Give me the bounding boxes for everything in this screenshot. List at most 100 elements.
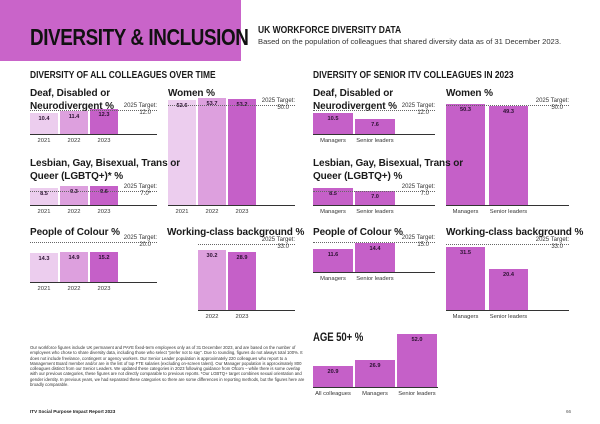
category-label: Senior leaders bbox=[489, 314, 528, 320]
chart-title: AGE 50+ % bbox=[313, 330, 364, 344]
category-label: Managers bbox=[320, 209, 346, 215]
baseline bbox=[198, 310, 295, 312]
category-label: 2023 bbox=[235, 209, 249, 215]
target-line bbox=[313, 242, 435, 243]
target-value: 50.0 bbox=[551, 105, 563, 111]
bar bbox=[313, 365, 353, 387]
chart-title: Working-class background % bbox=[446, 227, 584, 238]
subtitle-heading: UK WORKFORCE DIVERSITY DATA bbox=[258, 25, 402, 36]
baseline bbox=[30, 282, 157, 284]
category-label: Senior leaders bbox=[356, 209, 394, 215]
bar-value-label: 28.9 bbox=[236, 255, 248, 262]
bar-value-label: 15.2 bbox=[98, 254, 110, 261]
subtitle-text: Based on the population of colleagues th… bbox=[258, 37, 562, 46]
target-line bbox=[446, 244, 569, 245]
bar bbox=[198, 249, 226, 310]
target-label: 2025 Target: bbox=[535, 98, 569, 104]
bar bbox=[30, 113, 58, 134]
category-label: 2023 bbox=[97, 138, 111, 144]
bar-value-label: 12.3 bbox=[98, 112, 110, 119]
bar bbox=[355, 191, 395, 205]
bar bbox=[397, 333, 437, 387]
target-line bbox=[198, 244, 295, 245]
category-label: All colleagues bbox=[315, 391, 351, 397]
category-label: 2021 bbox=[175, 209, 189, 215]
bar-value-label: 8.5 bbox=[40, 191, 48, 197]
bar-value-label: 20.9 bbox=[327, 368, 339, 375]
baseline bbox=[313, 134, 435, 136]
category-label: 2022 bbox=[205, 314, 219, 320]
bar-value-label: 50.3 bbox=[460, 107, 471, 114]
bar bbox=[355, 359, 395, 387]
bar bbox=[446, 104, 485, 205]
category-label: Managers bbox=[362, 391, 388, 397]
category-label: 2021 bbox=[37, 138, 51, 144]
bar-value-label: 7.6 bbox=[371, 121, 379, 128]
target-line bbox=[446, 105, 569, 106]
chart-title: Working-class background % bbox=[167, 227, 305, 238]
bar-value-label: 20.4 bbox=[503, 272, 514, 279]
category-label: 2021 bbox=[37, 286, 51, 292]
bar bbox=[168, 99, 196, 205]
bar-value-label: 10.4 bbox=[38, 116, 50, 123]
target-label: 2025 Target: bbox=[123, 184, 157, 190]
category-label: 2021 bbox=[37, 209, 51, 215]
target-line bbox=[313, 191, 435, 192]
category-label: Managers bbox=[452, 209, 479, 215]
bar bbox=[446, 247, 485, 310]
footnote: Our workforce figures include UK permane… bbox=[30, 345, 305, 388]
chart-title: Women % bbox=[446, 88, 493, 99]
bar-value-label: 14.9 bbox=[68, 255, 80, 262]
bar bbox=[198, 97, 226, 205]
chart-title: Deaf, Disabled or Neurodivergent % bbox=[30, 88, 114, 112]
target-line bbox=[313, 110, 435, 111]
bar-value-label: 53.2 bbox=[236, 101, 248, 108]
bar bbox=[30, 253, 58, 282]
category-label: Senior leaders bbox=[489, 209, 528, 215]
category-label: Managers bbox=[452, 314, 479, 320]
bar-value-label: 14.4 bbox=[369, 246, 381, 253]
baseline bbox=[313, 205, 435, 207]
bar bbox=[90, 185, 118, 205]
category-label: 2022 bbox=[67, 286, 81, 292]
target-value: 33.0 bbox=[551, 244, 563, 250]
target-value: 20.0 bbox=[139, 242, 151, 248]
chart-title: Deaf, Disabled or Neurodivergent % bbox=[313, 88, 397, 112]
category-label: Managers bbox=[320, 138, 346, 144]
bar-value-label: 10.5 bbox=[327, 116, 339, 122]
target-label: 2025 Target: bbox=[401, 184, 435, 190]
target-value: 33.0 bbox=[277, 244, 289, 250]
target-label: 2025 Target: bbox=[123, 103, 157, 109]
baseline bbox=[313, 387, 438, 389]
bar bbox=[90, 109, 118, 134]
bar bbox=[313, 248, 353, 272]
bar-value-label: 31.5 bbox=[460, 250, 471, 256]
category-label: 2023 bbox=[235, 314, 249, 320]
footer-report-title: ITV Social Purpose Impact Report 2023 bbox=[30, 409, 116, 414]
bar bbox=[313, 188, 353, 205]
bar-value-label: 49.3 bbox=[503, 109, 514, 116]
bar-value-label: 9.3 bbox=[70, 189, 78, 196]
bar-value-label: 30.2 bbox=[206, 252, 218, 259]
target-label: 2025 Target: bbox=[401, 235, 435, 241]
bar-value-label: 52.0 bbox=[411, 336, 423, 343]
chart-title: Lesbian, Gay, Bisexual, Trans or Queer (… bbox=[30, 158, 181, 182]
category-label: Senior leaders bbox=[356, 276, 394, 282]
category-label: Senior leaders bbox=[398, 391, 436, 397]
baseline bbox=[30, 205, 157, 207]
target-value: 15.0 bbox=[417, 242, 429, 248]
target-label: 2025 Target: bbox=[123, 235, 157, 241]
target-label: 2025 Target: bbox=[261, 98, 295, 104]
bar-value-label: 14.3 bbox=[38, 256, 50, 263]
target-label: 2025 Target: bbox=[535, 237, 569, 243]
bar-value-label: 53.7 bbox=[206, 100, 218, 107]
baseline bbox=[446, 310, 569, 312]
page-title: DIVERSITY & INCLUSION bbox=[30, 24, 249, 50]
bar bbox=[60, 252, 88, 282]
bar-value-label: 11.4 bbox=[68, 114, 80, 121]
baseline bbox=[168, 205, 295, 207]
target-line bbox=[168, 105, 295, 106]
bar bbox=[90, 251, 118, 282]
bar bbox=[355, 118, 395, 134]
baseline bbox=[30, 134, 157, 136]
